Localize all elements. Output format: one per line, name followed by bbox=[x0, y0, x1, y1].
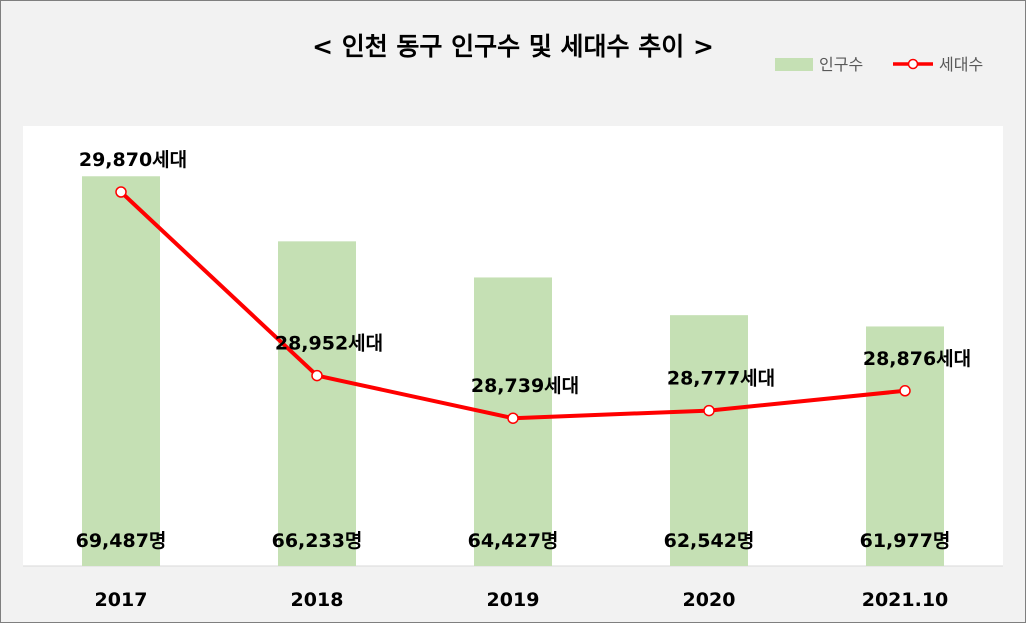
households-point-2020 bbox=[703, 404, 715, 417]
x-axis-ticks: 2017 2018 2019 2020 2021.10 bbox=[95, 589, 949, 611]
population-label-2018: 66,233명 bbox=[272, 530, 363, 552]
chart-title: < 인천 동구 인구수 및 세대수 추이 > bbox=[312, 32, 714, 61]
households-label-2020: 28,777세대 bbox=[667, 368, 775, 390]
households-point-2018 bbox=[311, 369, 323, 382]
x-tick-2020: 2020 bbox=[683, 589, 736, 611]
legend-label-population: 인구수 bbox=[819, 55, 863, 74]
legend-label-households: 세대수 bbox=[939, 55, 983, 74]
bar-2018 bbox=[278, 241, 356, 566]
households-point-2017 bbox=[115, 186, 127, 198]
x-tick-2018: 2018 bbox=[291, 589, 344, 611]
bar-2021.10 bbox=[866, 326, 944, 566]
data-labels: 69,487명 66,233명 64,427명 62,542명 61,977명 29,87… bbox=[76, 149, 972, 552]
bar-2017 bbox=[82, 176, 160, 566]
x-tick-2021.10: 2021.10 bbox=[862, 589, 949, 611]
legend-swatch-population bbox=[775, 58, 813, 71]
households-point-2021.10 bbox=[899, 385, 911, 397]
line-series-households bbox=[115, 186, 911, 424]
households-label-2021.10: 28,876세대 bbox=[863, 348, 971, 370]
population-label-2019: 64,427명 bbox=[468, 530, 559, 552]
population-label-2017: 69,487명 bbox=[76, 530, 167, 552]
households-label-2017: 29,870세대 bbox=[79, 149, 187, 171]
legend-marker-households bbox=[907, 58, 919, 70]
legend: 인구수 세대수 bbox=[775, 55, 983, 74]
households-label-2018: 28,952세대 bbox=[275, 333, 383, 355]
population-label-2020: 62,542명 bbox=[664, 530, 755, 552]
households-label-2019: 28,739세대 bbox=[471, 375, 579, 397]
x-tick-2017: 2017 bbox=[95, 589, 148, 611]
x-tick-2019: 2019 bbox=[487, 589, 540, 611]
households-point-2019 bbox=[507, 412, 519, 424]
bar-2020 bbox=[670, 315, 748, 566]
population-label-2021.10: 61,977명 bbox=[860, 530, 951, 552]
